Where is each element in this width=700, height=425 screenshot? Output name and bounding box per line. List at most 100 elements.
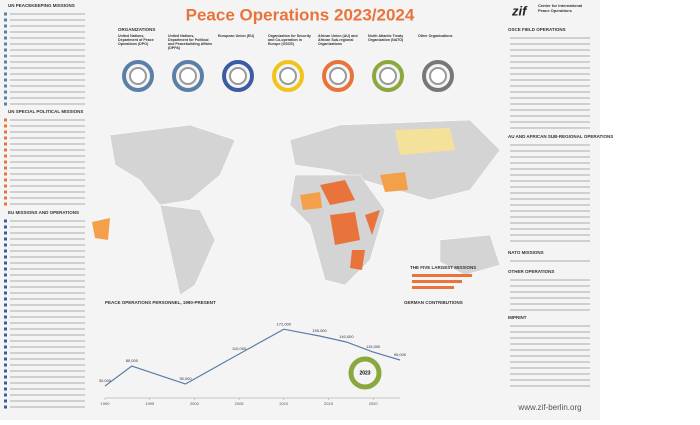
row-icon — [4, 60, 7, 64]
row-icon — [4, 267, 7, 271]
row-icon — [4, 84, 7, 88]
row-icon — [4, 327, 7, 331]
section-heading: UN PEACEKEEPING MISSIONS — [8, 3, 75, 8]
row-icon — [4, 130, 7, 134]
row-icon — [4, 196, 7, 200]
mission-area — [350, 250, 365, 270]
german-donut — [348, 356, 382, 390]
org-label: Other Organizations — [418, 34, 453, 38]
bar-decor — [412, 274, 472, 277]
row-icon — [4, 136, 7, 140]
org-ring-inner — [429, 67, 447, 85]
section-heading: THE FIVE LARGEST MISSIONS — [410, 265, 476, 270]
row-icon — [4, 279, 7, 283]
row-icon — [4, 36, 7, 40]
row-icon — [4, 249, 7, 253]
mission-area — [92, 218, 110, 240]
row-icon — [4, 231, 7, 235]
mission-area — [365, 210, 380, 235]
row-icon — [4, 357, 7, 361]
row-icon — [4, 124, 7, 128]
mission-area — [320, 180, 355, 205]
row-icon — [4, 375, 7, 379]
org-label-box: African Union (AU) and African Sub-regio… — [318, 34, 358, 47]
logo: zif — [511, 3, 528, 18]
org-ring — [272, 60, 304, 92]
row-icon — [4, 178, 7, 182]
org-ring-inner — [179, 67, 197, 85]
value-label: 140,000 — [339, 334, 354, 339]
org-ring — [422, 60, 454, 92]
row-icon — [4, 142, 7, 146]
org-ring — [322, 60, 354, 92]
row-icon — [4, 184, 7, 188]
org-ring-inner — [229, 67, 247, 85]
value-label: 35,000 — [179, 376, 192, 381]
x-tick-label: 2000 — [190, 401, 200, 406]
org-ring-inner — [329, 67, 347, 85]
section-heading: ORGANIZATIONS — [118, 27, 155, 32]
logo-text-box: Center for International Peace Operation… — [538, 4, 583, 13]
row-icon — [4, 273, 7, 277]
row-icon — [4, 24, 7, 28]
row-icon — [4, 399, 7, 403]
row-icon — [4, 363, 7, 367]
value-label: 30,000 — [99, 378, 112, 383]
row-icon — [4, 54, 7, 58]
row-icon — [4, 78, 7, 82]
row-icon — [4, 237, 7, 241]
section-heading: OSCE FIELD OPERATIONS — [508, 27, 566, 32]
logo-text: Center for International Peace Operation… — [538, 4, 583, 13]
url: www.zif-berlin.org — [517, 403, 581, 412]
row-icon — [4, 303, 7, 307]
south-america — [159, 204, 216, 296]
org-ring — [222, 60, 254, 92]
org-label-box: Organization for Security and Co-operati… — [268, 34, 311, 47]
bar-decor — [412, 280, 462, 283]
org-label-box: North Atlantic Treaty Organization (NATO… — [368, 34, 403, 42]
org-label: Organization for Security and Co-operati… — [268, 34, 311, 47]
row-icon — [4, 339, 7, 343]
world-map — [92, 119, 501, 296]
personnel-line — [104, 328, 401, 387]
org-label: African Union (AU) and African Sub-regio… — [318, 34, 358, 47]
row-icon — [4, 225, 7, 229]
mission-area — [380, 172, 408, 192]
row-icon — [4, 190, 7, 194]
value-label: 115,000 — [366, 344, 381, 349]
org-ring — [372, 60, 404, 92]
x-tick-label: 1995 — [145, 401, 155, 406]
row-icon — [4, 160, 7, 164]
org-label: European Union (EU) — [218, 34, 255, 38]
row-icon — [4, 291, 7, 295]
north-america — [109, 124, 236, 206]
row-icon — [4, 351, 7, 355]
row-icon — [4, 261, 7, 265]
row-icon — [4, 285, 7, 289]
org-label: United Nations, Department of Peace Oper… — [118, 34, 154, 47]
x-tick-label: 2015 — [324, 401, 334, 406]
section-heading: PEACE OPERATIONS PERSONNEL, 1990-PRESENT — [105, 300, 216, 305]
row-icon — [4, 315, 7, 319]
org-ring-inner — [279, 67, 297, 85]
row-icon — [4, 405, 7, 409]
row-icon — [4, 90, 7, 94]
row-icon — [4, 102, 7, 106]
value-label: 155,000 — [312, 328, 327, 333]
mission-area — [330, 212, 360, 245]
value-label: 172,000 — [277, 321, 292, 326]
row-icon — [4, 42, 7, 46]
row-icon — [4, 309, 7, 313]
section-heading: AU AND AFRICAN SUB-REGIONAL OPERATIONS — [508, 134, 613, 139]
row-icon — [4, 321, 7, 325]
section-heading: OTHER OPERATIONS — [508, 269, 554, 274]
org-label-box: European Union (EU) — [218, 34, 255, 38]
row-icon — [4, 30, 7, 34]
row-icon — [4, 118, 7, 122]
row-icon — [4, 333, 7, 337]
value-label: 110,000 — [232, 346, 247, 351]
row-icon — [4, 369, 7, 373]
org-ring — [122, 60, 154, 92]
section-heading: IMPRINT — [508, 315, 527, 320]
